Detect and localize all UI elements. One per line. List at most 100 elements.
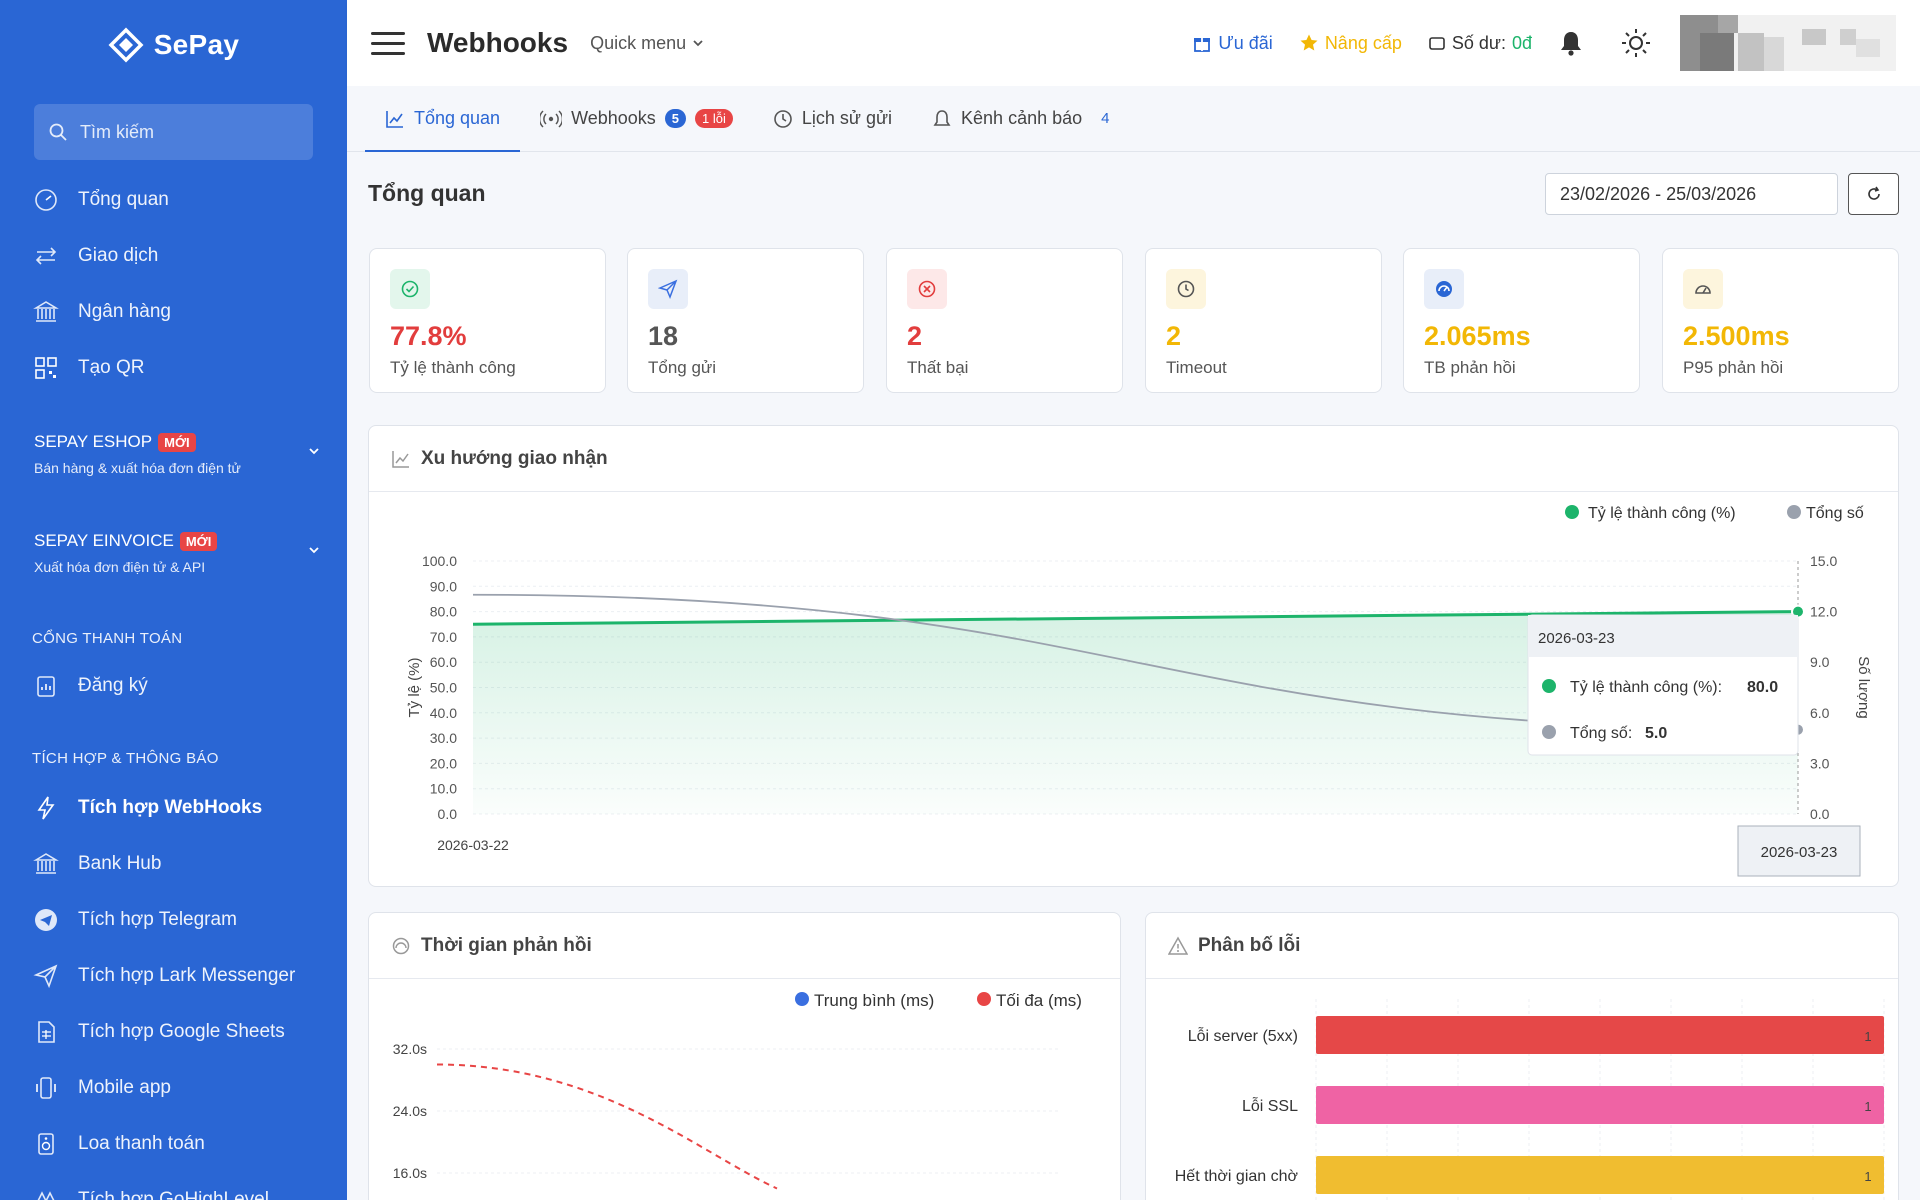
telegram-icon — [32, 906, 60, 934]
balance-label: Số dư: — [1451, 32, 1506, 53]
tooltip-value: 5.0 — [1645, 725, 1667, 742]
error-bar — [1316, 1086, 1884, 1124]
star-icon — [1300, 34, 1318, 51]
bank-icon — [32, 850, 60, 878]
sidebar-item-dashboard[interactable]: Tổng quan — [32, 186, 169, 214]
stat-value: 2.065ms — [1424, 321, 1531, 351]
gauge-icon — [392, 937, 410, 954]
tab-alert-channels[interactable]: Kênh cảnh báo 4 — [912, 86, 1129, 151]
y-tick-label: 16.0s — [393, 1165, 427, 1181]
sidebar-item-bankhub[interactable]: Bank Hub — [32, 850, 161, 878]
y-tick-label: 80.0 — [430, 604, 457, 620]
y-tick-label: 24.0s — [393, 1103, 427, 1119]
balance-value: 0đ — [1511, 32, 1532, 53]
legend-label: Tổng số — [1806, 504, 1864, 522]
promo-link[interactable]: Ưu đãi — [1192, 33, 1273, 54]
sidebar-group-eshop[interactable]: SEPAY ESHOP MỚI Bán hàng & xuất hóa đơn đ… — [34, 432, 321, 476]
tooltip-label: Tỷ lệ thành công (%): — [1570, 679, 1722, 696]
y-tick-label: 20.0 — [430, 755, 457, 771]
error-bar — [1316, 1156, 1884, 1194]
check-circle-icon — [390, 269, 430, 309]
sidebar-item-lark[interactable]: Tích hợp Lark Messenger — [32, 962, 295, 990]
error-bar — [1316, 1016, 1884, 1054]
speedometer-icon — [1683, 269, 1723, 309]
sidebar-item-transactions[interactable]: Giao dịch — [32, 242, 158, 270]
category-label: Hết thời gian chờ — [1175, 1168, 1299, 1185]
x-circle-icon — [907, 269, 947, 309]
transfer-icon — [32, 242, 60, 270]
section-title-integration: TÍCH HỢP & THÔNG BÁO — [32, 750, 219, 767]
sidebar-item-qr[interactable]: Tạo QR — [32, 354, 145, 382]
new-badge: MỚI — [158, 432, 196, 452]
sidebar-search[interactable] — [34, 104, 313, 160]
quick-menu-dropdown[interactable]: Quick menu — [590, 33, 704, 54]
tab-webhooks[interactable]: Webhooks 5 1 lỗi — [520, 86, 753, 151]
sepay-logo-icon — [108, 27, 144, 63]
tooltip-marker — [1542, 725, 1556, 739]
stat-value: 77.8% — [390, 321, 467, 351]
stat-label: Timeout — [1166, 358, 1227, 377]
tab-overview[interactable]: Tổng quan — [365, 86, 521, 152]
stat-label: TB phản hồi — [1424, 358, 1516, 377]
top-header: Webhooks Quick menu Ưu đãi Nâng cấp Số d… — [347, 0, 1920, 86]
stat-card-success-rate: 77.8% Tỷ lệ thành công — [369, 248, 606, 393]
sidebar-item-webhooks[interactable]: Tích hợp WebHooks — [32, 794, 262, 822]
stat-card-avg-response: 2.065ms TB phản hồi — [1403, 248, 1640, 393]
tooltip-header — [1528, 615, 1798, 657]
bar-value-label: 1 — [1864, 1029, 1871, 1044]
x-tick-label: 2026-03-22 — [437, 837, 509, 853]
sidebar-item-google-sheets[interactable]: Tích hợp Google Sheets — [32, 1018, 285, 1046]
y2-tick-label: 15.0 — [1810, 553, 1837, 569]
y-tick-label: 30.0 — [430, 730, 457, 746]
bell-icon[interactable] — [1558, 29, 1584, 57]
date-range-picker[interactable]: 23/02/2026 - 25/03/2026 — [1545, 173, 1838, 215]
speaker-icon — [32, 1130, 60, 1158]
webhooks-count-badge: 5 — [664, 109, 687, 128]
error-distribution-chart[interactable]: Lỗi server (5xx) 1 Lỗi SSL 1 Hết thời gian c… — [1146, 979, 1899, 1200]
y-tick-label: 0.0 — [438, 806, 458, 822]
sidebar-item-speaker[interactable]: Loa thanh toán — [32, 1130, 205, 1158]
balance[interactable]: Số dư: 0đ — [1428, 33, 1532, 54]
trend-chart-card: Xu hướng giao nhận 100.0 90.0 80.0 70.0 60.0… — [368, 425, 1899, 887]
tab-label: Webhooks — [571, 108, 656, 128]
clock-icon — [1166, 269, 1206, 309]
hamburger-menu-button[interactable] — [371, 26, 405, 60]
sidebar-item-label: Loa thanh toán — [78, 1133, 205, 1154]
sidebar-item-telegram[interactable]: Tích hợp Telegram — [32, 906, 237, 934]
response-time-card: Thời gian phản hồi 32.0s 24.0s 16.0s Trung … — [368, 912, 1121, 1200]
trend-chart[interactable]: 100.0 90.0 80.0 70.0 60.0 50.0 40.0 30.0 20.0 10.… — [369, 492, 1899, 887]
upgrade-link[interactable]: Nâng cấp — [1299, 33, 1402, 54]
avatar[interactable] — [1680, 15, 1896, 71]
send-icon — [32, 962, 60, 990]
new-badge: MỚI — [179, 531, 218, 551]
refresh-button[interactable] — [1848, 173, 1899, 215]
link-icon — [32, 1186, 60, 1200]
stat-value: 2.500ms — [1683, 321, 1790, 351]
tooltip-marker — [1542, 679, 1556, 693]
stat-label: Tỷ lệ thành công — [390, 358, 516, 377]
sun-icon[interactable] — [1620, 27, 1652, 59]
clock-icon — [774, 109, 792, 128]
clipboard-icon — [32, 672, 60, 700]
webhooks-error-badge: 1 lỗi — [695, 109, 733, 128]
sidebar-item-gohighlevel[interactable]: Tích hợp GoHighLevel — [32, 1186, 269, 1200]
y2-tick-label: 9.0 — [1810, 654, 1830, 670]
sidebar-group-einvoice[interactable]: SEPAY EINVOICE MỚI Xuất hóa đơn điện tử &… — [34, 531, 321, 575]
response-time-chart[interactable]: 32.0s 24.0s 16.0s Trung bình (ms) Tối đa (ms… — [369, 979, 1121, 1200]
mobile-icon — [32, 1074, 60, 1102]
sidebar-item-mobile-app[interactable]: Mobile app — [32, 1074, 171, 1102]
group-subtitle: Xuất hóa đơn điện tử & API — [34, 559, 206, 575]
sidebar-item-label: Bank Hub — [78, 853, 162, 874]
search-input[interactable] — [80, 121, 280, 143]
sidebar-item-label: Tạo QR — [78, 357, 145, 378]
legend-marker — [795, 992, 809, 1006]
y-tick-label: 60.0 — [430, 654, 457, 670]
category-label: Lỗi server (5xx) — [1188, 1026, 1298, 1045]
sidebar-item-register[interactable]: Đăng ký — [32, 672, 148, 700]
sidebar-item-banks[interactable]: Ngân hàng — [32, 298, 171, 326]
gauge-icon — [1424, 269, 1464, 309]
y-tick-label: 50.0 — [430, 680, 457, 696]
sidebar-item-label: Mobile app — [78, 1077, 171, 1098]
brand[interactable]: SePay — [0, 0, 347, 90]
tab-send-history[interactable]: Lịch sử gửi — [753, 86, 912, 151]
